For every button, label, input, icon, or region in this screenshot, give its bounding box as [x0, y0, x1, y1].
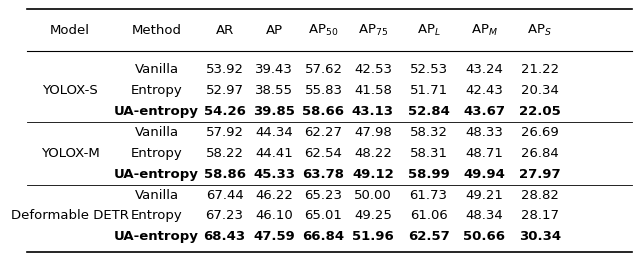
Text: 57.62: 57.62 [305, 63, 342, 76]
Text: 58.99: 58.99 [408, 168, 449, 181]
Text: 42.53: 42.53 [354, 63, 392, 76]
Text: 28.82: 28.82 [521, 189, 559, 202]
Text: 51.96: 51.96 [352, 231, 394, 243]
Text: 67.23: 67.23 [205, 210, 244, 222]
Text: 43.13: 43.13 [352, 105, 394, 118]
Text: 58.31: 58.31 [410, 147, 447, 160]
Text: 43.67: 43.67 [463, 105, 505, 118]
Text: 65.01: 65.01 [305, 210, 342, 222]
Text: 54.26: 54.26 [204, 105, 246, 118]
Text: 45.33: 45.33 [253, 168, 295, 181]
Text: 49.25: 49.25 [354, 210, 392, 222]
Text: 44.41: 44.41 [255, 147, 293, 160]
Text: 41.58: 41.58 [354, 84, 392, 97]
Text: YOLOX-M: YOLOX-M [41, 147, 99, 160]
Text: 53.92: 53.92 [205, 63, 244, 76]
Text: 43.24: 43.24 [465, 63, 503, 76]
Text: 30.34: 30.34 [518, 231, 561, 243]
Text: 55.83: 55.83 [305, 84, 342, 97]
Text: 63.78: 63.78 [303, 168, 344, 181]
Text: 58.66: 58.66 [303, 105, 344, 118]
Text: 49.12: 49.12 [352, 168, 394, 181]
Text: 47.98: 47.98 [354, 126, 392, 139]
Text: 58.86: 58.86 [204, 168, 246, 181]
Text: Deformable DETR: Deformable DETR [11, 210, 129, 222]
Text: Vanilla: Vanilla [134, 126, 179, 139]
Text: AP$_S$: AP$_S$ [527, 23, 552, 38]
Text: Entropy: Entropy [131, 147, 182, 160]
Text: 65.23: 65.23 [305, 189, 342, 202]
Text: Vanilla: Vanilla [134, 189, 179, 202]
Text: AP: AP [266, 24, 283, 37]
Text: 58.22: 58.22 [205, 147, 244, 160]
Text: 46.22: 46.22 [255, 189, 293, 202]
Text: AR: AR [216, 24, 234, 37]
Text: 66.84: 66.84 [302, 231, 344, 243]
Text: UA-entropy: UA-entropy [114, 168, 199, 181]
Text: Method: Method [132, 24, 182, 37]
Text: 62.54: 62.54 [305, 147, 342, 160]
Text: Entropy: Entropy [131, 210, 182, 222]
Text: UA-entropy: UA-entropy [114, 231, 199, 243]
Text: 48.33: 48.33 [465, 126, 503, 139]
Text: 50.00: 50.00 [354, 189, 392, 202]
Text: 61.73: 61.73 [410, 189, 447, 202]
Text: 51.71: 51.71 [410, 84, 447, 97]
Text: 26.84: 26.84 [521, 147, 559, 160]
Text: Entropy: Entropy [131, 84, 182, 97]
Text: 67.44: 67.44 [205, 189, 243, 202]
Text: 48.22: 48.22 [354, 147, 392, 160]
Text: 42.43: 42.43 [465, 84, 503, 97]
Text: 28.17: 28.17 [521, 210, 559, 222]
Text: 39.85: 39.85 [253, 105, 295, 118]
Text: 48.71: 48.71 [465, 147, 503, 160]
Text: UA-entropy: UA-entropy [114, 105, 199, 118]
Text: 62.27: 62.27 [305, 126, 342, 139]
Text: 68.43: 68.43 [204, 231, 246, 243]
Text: 21.22: 21.22 [521, 63, 559, 76]
Text: 27.97: 27.97 [519, 168, 561, 181]
Text: 52.53: 52.53 [410, 63, 447, 76]
Text: YOLOX-S: YOLOX-S [42, 84, 98, 97]
Text: 49.94: 49.94 [463, 168, 505, 181]
Text: 39.43: 39.43 [255, 63, 293, 76]
Text: 50.66: 50.66 [463, 231, 505, 243]
Text: 44.34: 44.34 [255, 126, 293, 139]
Text: 46.10: 46.10 [255, 210, 293, 222]
Text: 61.06: 61.06 [410, 210, 447, 222]
Text: AP$_L$: AP$_L$ [417, 23, 440, 38]
Text: 58.32: 58.32 [410, 126, 447, 139]
Text: AP$_{50}$: AP$_{50}$ [308, 23, 339, 38]
Text: 49.21: 49.21 [465, 189, 503, 202]
Text: AP$_M$: AP$_M$ [470, 23, 497, 38]
Text: AP$_{75}$: AP$_{75}$ [358, 23, 388, 38]
Text: 48.34: 48.34 [465, 210, 503, 222]
Text: 20.34: 20.34 [521, 84, 559, 97]
Text: 22.05: 22.05 [519, 105, 561, 118]
Text: 38.55: 38.55 [255, 84, 293, 97]
Text: 52.97: 52.97 [205, 84, 244, 97]
Text: 52.84: 52.84 [408, 105, 449, 118]
Text: 62.57: 62.57 [408, 231, 449, 243]
Text: 26.69: 26.69 [521, 126, 559, 139]
Text: 47.59: 47.59 [253, 231, 295, 243]
Text: Vanilla: Vanilla [134, 63, 179, 76]
Text: Model: Model [50, 24, 90, 37]
Text: 57.92: 57.92 [205, 126, 244, 139]
